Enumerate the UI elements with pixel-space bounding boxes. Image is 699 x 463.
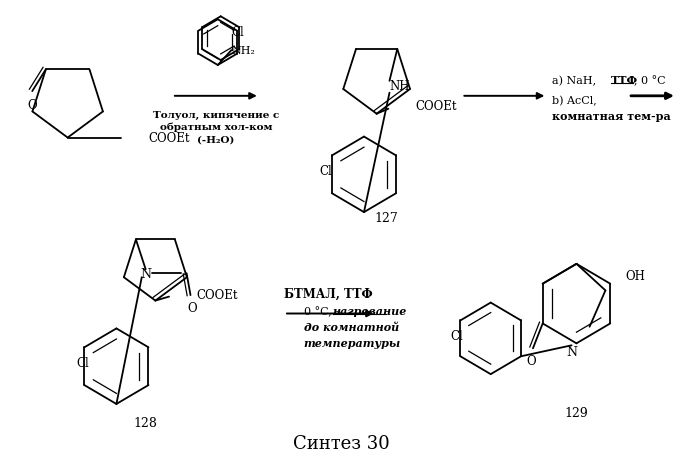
Text: Cl: Cl: [231, 25, 244, 38]
Text: 127: 127: [375, 211, 398, 224]
Text: температуры: температуры: [303, 337, 401, 348]
Text: 129: 129: [565, 407, 589, 419]
Text: NH₂: NH₂: [231, 46, 255, 56]
Text: b) AcCl,: b) AcCl,: [552, 95, 597, 106]
Text: , 0 °C: , 0 °C: [634, 75, 665, 86]
Text: O: O: [187, 301, 197, 314]
Text: 128: 128: [134, 416, 157, 429]
Text: нагревание: нагревание: [333, 306, 407, 316]
Text: Cl: Cl: [450, 329, 463, 342]
Text: O: O: [526, 354, 536, 367]
Text: O: O: [27, 98, 37, 111]
Text: a) NaH,: a) NaH,: [552, 75, 600, 86]
Text: OH: OH: [626, 269, 646, 282]
Text: N: N: [140, 267, 151, 280]
Text: COOEt: COOEt: [196, 288, 238, 301]
Text: NH: NH: [389, 80, 410, 93]
Text: COOEt: COOEt: [149, 132, 190, 145]
Text: N: N: [566, 345, 577, 358]
Text: комнатная тем-ра: комнатная тем-ра: [552, 111, 671, 122]
Text: Cl: Cl: [76, 356, 89, 369]
Text: БТМАЛ, ТТФ: БТМАЛ, ТТФ: [284, 288, 373, 300]
Text: ТТФ: ТТФ: [611, 75, 637, 86]
Text: Cl: Cl: [319, 164, 333, 177]
Text: (-H₂O): (-H₂O): [197, 135, 234, 144]
Text: Синтез 30: Синтез 30: [293, 434, 390, 452]
Text: COOEt: COOEt: [416, 100, 457, 113]
Text: до комнатной: до комнатной: [303, 321, 399, 332]
Text: 0 °C,: 0 °C,: [303, 306, 331, 316]
Text: обратным хол-ком: обратным хол-ком: [159, 123, 272, 132]
Text: Толуол, кипячение с: Толуол, кипячение с: [152, 111, 279, 120]
